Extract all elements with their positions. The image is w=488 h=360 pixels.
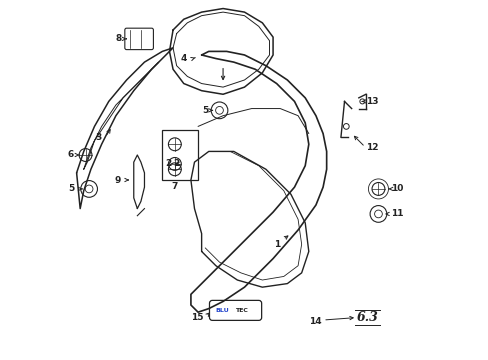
Text: BLU: BLU <box>215 308 228 313</box>
Text: 6.3: 6.3 <box>356 311 378 324</box>
Text: TEC: TEC <box>234 308 247 313</box>
Text: 3: 3 <box>95 132 102 141</box>
Text: 8: 8 <box>115 35 121 44</box>
Text: 11: 11 <box>390 210 403 219</box>
Bar <box>162 130 198 180</box>
Text: 1: 1 <box>273 236 287 249</box>
Text: 5: 5 <box>68 184 75 193</box>
Text: 13: 13 <box>365 97 378 106</box>
Text: 12: 12 <box>365 143 378 152</box>
Text: 14: 14 <box>308 316 321 325</box>
FancyBboxPatch shape <box>209 300 261 320</box>
Text: 9: 9 <box>115 176 121 185</box>
Text: 6: 6 <box>67 150 74 159</box>
Text: 15: 15 <box>190 313 203 322</box>
Text: 4: 4 <box>181 54 187 63</box>
Text: 2: 2 <box>164 159 171 168</box>
Text: 2: 2 <box>173 159 179 168</box>
Text: 7: 7 <box>171 182 178 191</box>
Text: 10: 10 <box>390 184 403 193</box>
Text: 5: 5 <box>202 106 208 115</box>
